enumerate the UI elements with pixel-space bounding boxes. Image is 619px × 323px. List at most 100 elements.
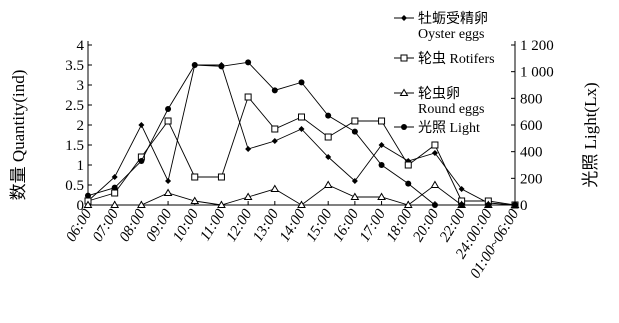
data-point — [378, 162, 385, 168]
data-point — [325, 112, 332, 119]
legend-label: 轮虫 Rotifers — [418, 51, 495, 67]
data-point — [245, 59, 252, 66]
data-point — [111, 189, 119, 197]
y-left-tick-label: 4 — [77, 38, 85, 54]
y-left-tick-label: 2 — [77, 118, 85, 134]
y-right-tick-label: 0 — [520, 198, 528, 214]
data-point — [138, 158, 145, 164]
data-point — [163, 188, 173, 196]
x-tick-label: 12:00 — [223, 206, 255, 245]
y-right-tick-label: 600 — [520, 118, 543, 134]
y-right-tick-label: 1 000 — [520, 65, 554, 81]
data-point — [271, 138, 278, 144]
data-point — [85, 192, 91, 199]
legend-item-light: 光照 Light — [394, 120, 480, 136]
y-right-tick-label: 1 200 — [520, 38, 554, 54]
x-tick-label: 17:00 — [357, 206, 389, 245]
data-point — [298, 79, 305, 86]
y-axis-right-title: 光照 Light(Lx) — [581, 82, 600, 187]
y-right-tick-label: 800 — [520, 91, 543, 107]
x-tick-label: 18:00 — [384, 206, 416, 245]
legend-swatch-marker — [399, 88, 409, 96]
axes: 0 0.5 1 1.5 2 2.5 3 3.5 4 0 200 400 600 800 1 000 1 200… — [9, 38, 600, 281]
x-tick-label: 10:00 — [170, 206, 202, 245]
data-point — [245, 146, 252, 152]
legend-label-en: Round eggs — [418, 102, 485, 117]
data-point — [83, 200, 93, 208]
y-left-tick-label: 0.5 — [65, 178, 84, 194]
data-point — [138, 122, 145, 128]
data-point — [110, 200, 120, 208]
data-point — [378, 117, 386, 125]
data-point — [111, 174, 118, 180]
data-point — [218, 63, 225, 70]
data-point — [351, 178, 358, 184]
data-point — [351, 117, 359, 125]
x-tick-label: 08:00 — [117, 206, 149, 245]
legend-label-cn: 牡蛎受精卵 — [418, 11, 488, 27]
data-point — [403, 200, 413, 208]
y-axis-left-title: 数量 Quantity(ind) — [9, 70, 28, 201]
legend-swatch-marker — [401, 15, 407, 21]
data-point — [191, 173, 199, 181]
y-left-tick-label: 1.5 — [65, 138, 84, 154]
legend-label-cn: 轮虫卵 — [418, 86, 460, 102]
data-point — [378, 142, 385, 148]
series-2 — [83, 180, 520, 208]
data-point — [485, 202, 492, 208]
data-point — [165, 178, 172, 184]
data-point — [431, 150, 438, 156]
data-point — [244, 93, 252, 101]
legend-item-rotifers: 轮虫 Rotifers — [394, 51, 495, 67]
data-point — [350, 192, 360, 200]
x-tick-label: 20:00 — [410, 206, 442, 245]
data-point — [458, 186, 465, 192]
data-point — [405, 180, 412, 187]
x-tick-label: 16:00 — [330, 206, 362, 245]
series-3 — [85, 59, 518, 208]
y-left-tick-label: 3 — [77, 78, 85, 94]
data-point — [431, 141, 439, 149]
data-point — [297, 200, 306, 208]
data-point — [298, 113, 305, 121]
data-point — [431, 202, 438, 208]
data-point — [111, 184, 118, 191]
data-point — [324, 133, 332, 141]
x-tick-label: 11:00 — [197, 206, 229, 244]
data-point — [271, 87, 278, 94]
y-left-tick-label: 2.5 — [65, 98, 84, 114]
legend-swatch-marker — [401, 124, 407, 130]
data-point — [191, 62, 198, 68]
data-point — [270, 184, 280, 192]
data-point — [217, 173, 225, 181]
data-point — [217, 200, 226, 208]
x-tick-label: 14:00 — [277, 206, 309, 245]
data-point — [404, 161, 412, 169]
data-point — [458, 202, 465, 208]
data-point — [351, 128, 358, 135]
data-point — [325, 154, 332, 160]
y-left-tick-label: 3.5 — [65, 58, 84, 74]
legend-label-en: Oyster eggs — [418, 27, 485, 42]
x-tick-label: 09:00 — [143, 206, 175, 245]
legend-label: 光照 Light — [418, 120, 480, 136]
data-point — [271, 125, 279, 133]
x-tick-label: 13:00 — [250, 206, 282, 245]
x-tick-label: 07:00 — [90, 206, 122, 245]
legend-swatch-marker — [400, 54, 408, 62]
y-left-tick-label: 1 — [77, 158, 85, 174]
data-point — [190, 196, 200, 204]
data-point — [298, 126, 305, 132]
y-left-tick-label: 0 — [77, 198, 85, 214]
data-point — [243, 192, 253, 200]
data-point — [512, 202, 518, 208]
x-tick-label: 06:00 — [63, 206, 95, 245]
data-point — [377, 192, 386, 200]
data-point — [164, 117, 172, 125]
data-point — [430, 180, 440, 188]
